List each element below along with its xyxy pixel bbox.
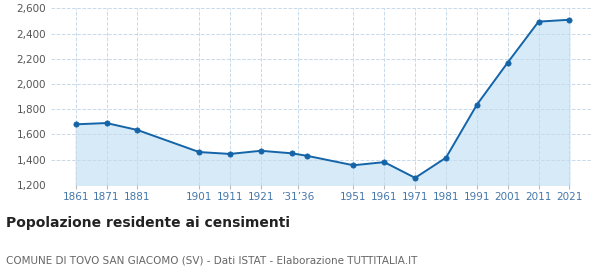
Text: Popolazione residente ai censimenti: Popolazione residente ai censimenti (6, 216, 290, 230)
Text: COMUNE DI TOVO SAN GIACOMO (SV) - Dati ISTAT - Elaborazione TUTTITALIA.IT: COMUNE DI TOVO SAN GIACOMO (SV) - Dati I… (6, 255, 418, 265)
